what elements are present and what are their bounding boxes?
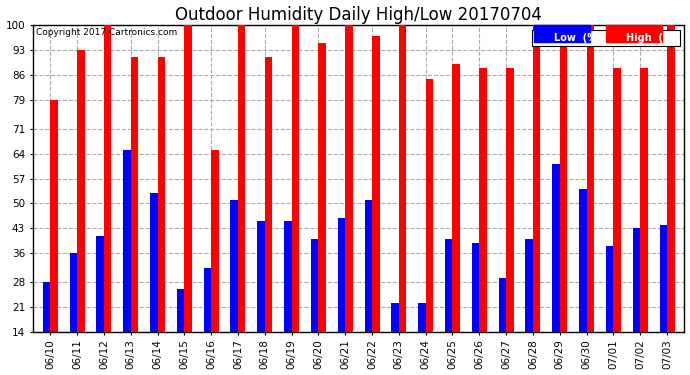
Bar	[506, 68, 513, 332]
Bar	[337, 218, 345, 332]
Bar	[70, 254, 77, 332]
Bar	[177, 289, 184, 332]
Title: Outdoor Humidity Daily High/Low 20170704: Outdoor Humidity Daily High/Low 20170704	[175, 6, 542, 24]
Bar	[445, 239, 453, 332]
Bar	[204, 268, 211, 332]
Bar	[345, 25, 353, 332]
Bar	[399, 25, 406, 332]
Bar	[472, 243, 480, 332]
Bar	[50, 100, 58, 332]
Bar	[238, 25, 246, 332]
Bar	[184, 25, 192, 332]
Bar	[211, 150, 219, 332]
Bar	[230, 200, 238, 332]
Bar	[364, 200, 372, 332]
Bar	[77, 50, 85, 332]
Bar	[613, 68, 621, 332]
Bar	[104, 25, 111, 332]
Bar	[499, 278, 506, 332]
Bar	[480, 68, 487, 332]
Bar	[257, 221, 265, 332]
Bar	[284, 221, 292, 332]
Bar	[552, 164, 560, 332]
Bar	[265, 57, 273, 332]
Bar	[640, 68, 648, 332]
Bar	[453, 64, 460, 332]
Bar	[150, 193, 157, 332]
Bar	[426, 79, 433, 332]
Bar	[318, 43, 326, 332]
Bar	[579, 189, 586, 332]
Bar	[560, 25, 567, 332]
Legend: Low  (%), High  (%): Low (%), High (%)	[531, 30, 680, 46]
Bar	[130, 57, 138, 332]
Bar	[157, 57, 165, 332]
Bar	[418, 303, 426, 332]
Bar	[533, 25, 540, 332]
Bar	[586, 25, 594, 332]
Bar	[43, 282, 50, 332]
Text: Copyright 2017 Cartronics.com: Copyright 2017 Cartronics.com	[36, 28, 177, 37]
Bar	[660, 225, 667, 332]
Bar	[97, 236, 104, 332]
Bar	[124, 150, 130, 332]
Bar	[372, 36, 380, 332]
Bar	[633, 228, 640, 332]
Bar	[525, 239, 533, 332]
Bar	[667, 25, 675, 332]
Bar	[311, 239, 318, 332]
Bar	[606, 246, 613, 332]
Bar	[292, 25, 299, 332]
Bar	[391, 303, 399, 332]
